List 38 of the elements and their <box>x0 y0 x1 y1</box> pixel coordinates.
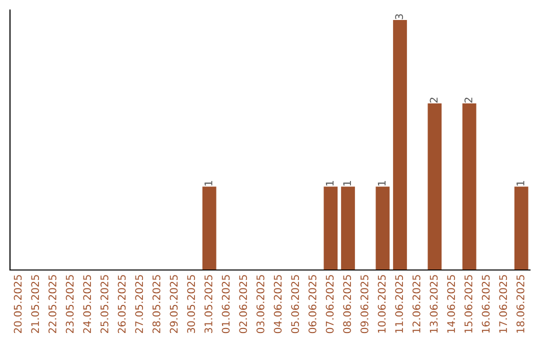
data-label: 2 <box>430 98 438 103</box>
x-tick-label: 10.06.2025 <box>378 275 386 333</box>
x-tick-label: 06.06.2025 <box>308 275 316 334</box>
x-tick-label: 02.06.2025 <box>239 275 248 334</box>
x-tick-label: 18.06.2025 <box>516 275 524 333</box>
x-tick-label: 15.06.2025 <box>464 275 472 333</box>
x-tick-label: 27.05.2025 <box>135 275 144 334</box>
data-label: 1 <box>378 181 386 186</box>
data-label: 1 <box>326 181 334 186</box>
x-tick-label: 01.06.2025 <box>222 275 230 334</box>
x-tick-label: 22.05.2025 <box>48 275 56 334</box>
x-tick-label: 29.05.2025 <box>170 275 178 334</box>
data-label: 1 <box>343 181 351 186</box>
x-tick-label: 05.06.2025 <box>291 275 300 334</box>
data-label: 3 <box>395 14 404 20</box>
x-tick-label: 04.06.2025 <box>274 275 282 334</box>
x-tick-label: 14.06.2025 <box>447 275 456 333</box>
data-label: 2 <box>464 98 472 103</box>
x-tick-label: 08.06.2025 <box>343 275 352 334</box>
x-tick-label: 09.06.2025 <box>360 275 368 334</box>
x-tick-label: 11.06.2025 <box>395 275 404 333</box>
x-tick-label: 28.05.2025 <box>152 275 160 334</box>
data-label: 1 <box>204 181 212 186</box>
x-tick-label: 31.05.2025 <box>204 275 212 334</box>
x-tick-label: 13.06.2025 <box>430 275 438 333</box>
x-tick-label: 17.06.2025 <box>499 275 508 333</box>
x-tick-label: 16.06.2025 <box>482 275 490 333</box>
x-tick-label: 23.05.2025 <box>66 275 74 334</box>
x-tick-label: 03.06.2025 <box>256 275 264 334</box>
x-tick-label: 30.05.2025 <box>187 275 196 334</box>
x-tick-label: 20.05.2025 <box>14 275 22 334</box>
x-tick-label: 25.05.2025 <box>100 275 108 334</box>
x-tick-label: 21.05.2025 <box>31 275 40 334</box>
data-label: 1 <box>516 181 524 186</box>
x-tick-label: 26.05.2025 <box>118 275 126 334</box>
x-tick-label: 24.05.2025 <box>83 275 92 334</box>
x-tick-label: 12.06.2025 <box>412 275 420 333</box>
x-tick-label: 07.06.2025 <box>326 275 334 334</box>
